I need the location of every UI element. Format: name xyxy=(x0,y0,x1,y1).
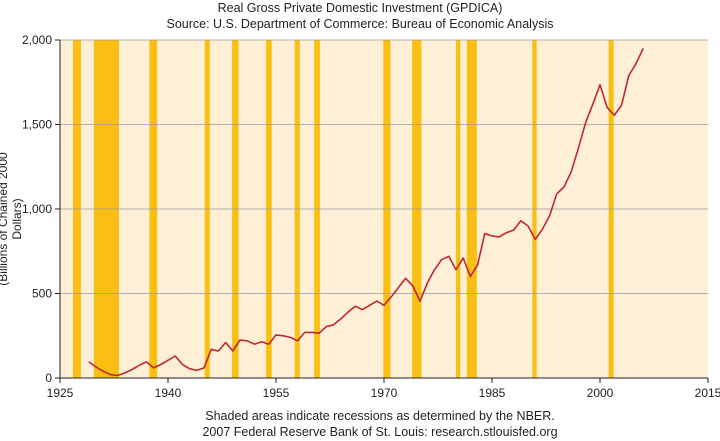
chart-title: Real Gross Private Domestic Investment (… xyxy=(217,1,503,15)
y-tick-label: 1,500 xyxy=(22,118,52,132)
x-tick-label: 2015 xyxy=(695,386,720,400)
x-tick-label: 1940 xyxy=(155,386,182,400)
series-line xyxy=(88,48,644,377)
x-tick-label: 1925 xyxy=(47,386,74,400)
y-tick-label: 0 xyxy=(45,371,52,385)
chart-subtitle: Source: U.S. Department of Commerce: Bur… xyxy=(166,17,554,31)
x-tick-label: 2000 xyxy=(587,386,614,400)
x-tick-label: 1985 xyxy=(479,386,506,400)
x-axis-ticks: 1925 1940 1955 1970 1985 2000 2015 xyxy=(47,378,720,400)
y-axis-ticks: 0 500 1,000 1,500 2,000 xyxy=(22,33,60,385)
x-tick-label: 1955 xyxy=(263,386,290,400)
gridlines xyxy=(60,39,708,294)
y-tick-label: 500 xyxy=(32,287,52,301)
y-tick-label: 2,000 xyxy=(22,33,52,47)
footer-source: 2007 Federal Reserve Bank of St. Louis: … xyxy=(202,425,558,439)
footer-note: Shaded areas indicate recessions as dete… xyxy=(205,409,555,423)
y-tick-label: 1,000 xyxy=(22,202,52,216)
x-tick-label: 1970 xyxy=(371,386,398,400)
